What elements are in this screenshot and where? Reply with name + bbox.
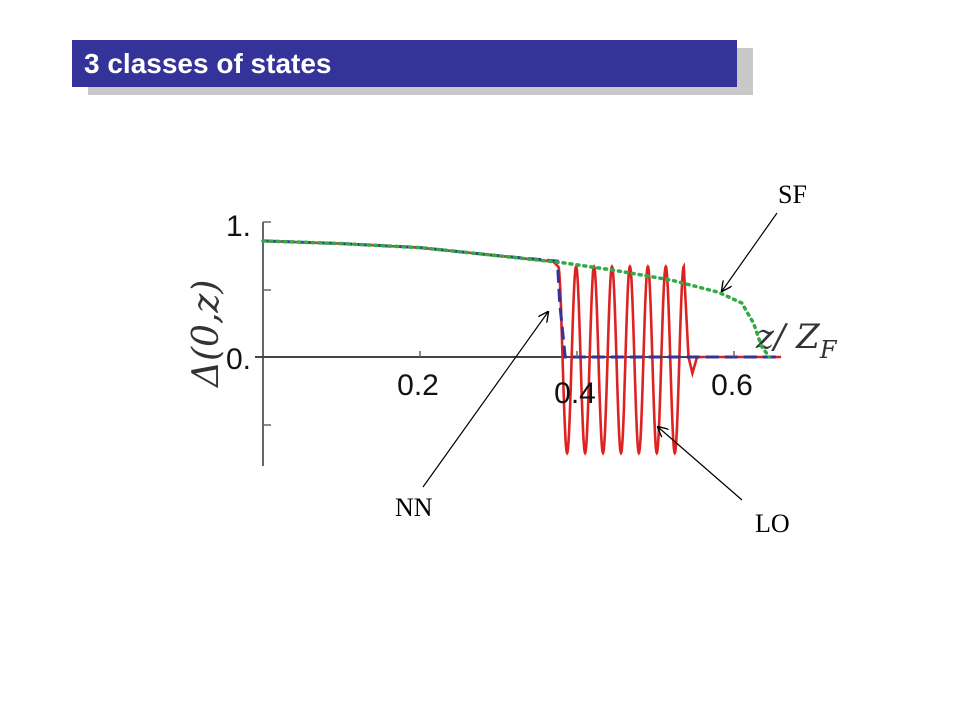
annotation-nn-label: NN: [395, 493, 433, 522]
annotation-nn-arrow: [422, 312, 548, 488]
annotation-lo-label: LO: [755, 509, 790, 538]
series-nn-line: [262, 239, 782, 359]
y-axis-label: Δ(0,z): [186, 280, 227, 389]
annotation-sf-arrow: [722, 212, 778, 291]
x-ticks: 0.2 0.4 0.6: [397, 351, 753, 410]
annotation-sf-label: SF: [778, 180, 807, 209]
x-tick-label: 0.6: [711, 369, 753, 402]
series-sf-line: [261, 239, 772, 359]
x-axis-label-sub: F: [819, 336, 838, 364]
x-tick-label: 0.2: [397, 369, 439, 402]
x-tick-label: 0.4: [554, 377, 596, 410]
annotation-lo-arrow: [658, 427, 743, 501]
series-lo-line: [262, 239, 782, 456]
slide-title-bar: 3 classes of states: [72, 40, 737, 87]
y-tick-label: 1.: [226, 210, 251, 243]
slide-title: 3 classes of states: [84, 48, 332, 79]
y-tick-label: 0.: [226, 343, 251, 376]
